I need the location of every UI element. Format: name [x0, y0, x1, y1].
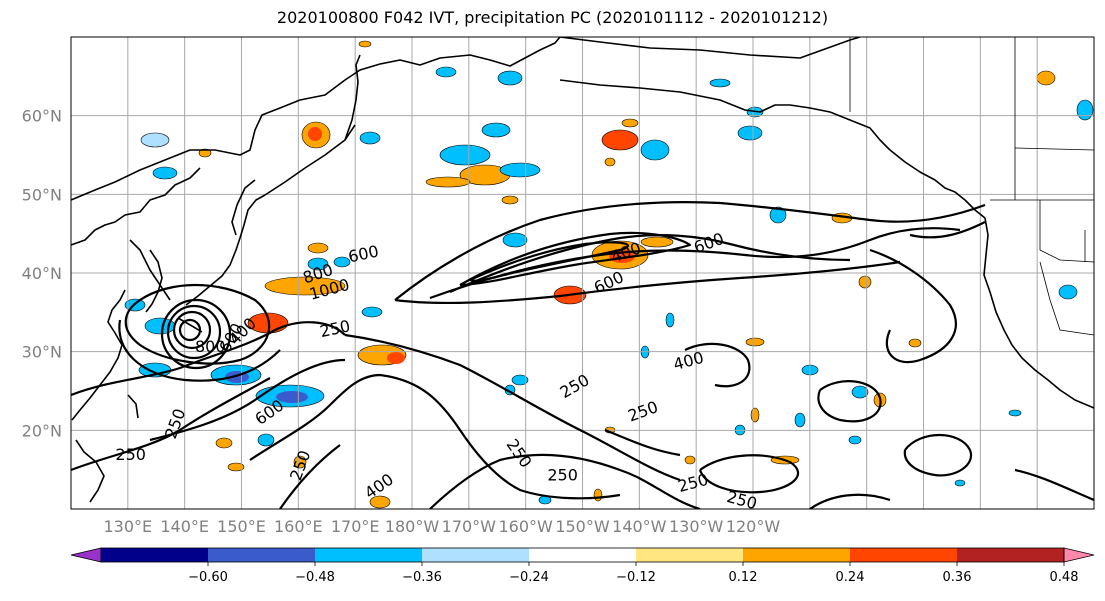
longitude-label: 140°E: [160, 517, 209, 536]
political-borders: [849, 37, 1094, 336]
colorbar-tick-label: 0.48: [1050, 570, 1079, 585]
latitude-label: 60°N: [22, 107, 62, 126]
latitude-labels: 60°N 50°N 40°N 30°N 20°N: [22, 107, 62, 441]
colorbar-tick-label: −0.36: [402, 570, 442, 585]
colorbar-tick-label: −0.48: [295, 570, 335, 585]
colorbar-segment: [957, 548, 1065, 562]
ivt-contour-label: 800: [195, 337, 226, 356]
longitude-label: 170°W: [442, 517, 497, 536]
colorbar-segment: [315, 548, 423, 562]
colorbar-segment: [101, 548, 209, 562]
longitude-label: 150°W: [555, 517, 610, 536]
latitude-label: 50°N: [22, 185, 62, 204]
ivt-contour-label: 250: [115, 445, 146, 464]
colorbar-tick-label: 0.24: [836, 570, 865, 585]
longitude-labels: 130°E 140°E 150°E 160°E 170°E 180°W 170°W 160°W…: [104, 517, 781, 536]
colorbar-extend-low: [70, 547, 102, 563]
colorbar-segment: [636, 548, 744, 562]
colorbar-outline: [100, 547, 1065, 563]
ivt-contours: [71, 200, 1094, 509]
colorbar-segment: [850, 548, 958, 562]
latitude-label: 20°N: [22, 421, 62, 440]
colorbar: −0.60 −0.48 −0.36 −0.24 −0.12 0.12 0.24 0.36 0.4…: [70, 547, 1095, 585]
longitude-label: 160°W: [498, 517, 553, 536]
colorbar-tick-label: 0.12: [729, 570, 758, 585]
longitude-label: 160°E: [274, 517, 323, 536]
latitude-label: 40°N: [22, 264, 62, 283]
latitude-label: 30°N: [22, 343, 62, 362]
colorbar-tick-label: 0.36: [943, 570, 972, 585]
colorbar-segment: [208, 548, 316, 562]
ivt-contour-label: 250: [547, 465, 578, 484]
colorbar-tick-label: −0.12: [616, 570, 656, 585]
map-frame: [70, 36, 1095, 510]
longitude-label: 120°W: [726, 517, 781, 536]
colorbar-extend-high: [1063, 547, 1095, 563]
longitude-label: 130°W: [669, 517, 724, 536]
colorbar-tick-label: −0.24: [509, 570, 549, 585]
map-title: 2020100800 F042 IVT, precipitation PC (2…: [276, 8, 829, 27]
colorbar-tick-label: −0.60: [188, 570, 228, 585]
longitude-label: 150°E: [217, 517, 266, 536]
colorbar-segment: [743, 548, 851, 562]
precipitation-blobs: [124, 40, 1094, 509]
colorbar-segment: [529, 548, 637, 562]
longitude-label: 140°W: [612, 517, 667, 536]
longitude-label: 170°E: [331, 517, 380, 536]
longitude-label: 180°W: [385, 517, 440, 536]
longitude-label: 130°E: [104, 517, 153, 536]
coastlines: [71, 37, 1094, 503]
colorbar-segment: [422, 548, 530, 562]
